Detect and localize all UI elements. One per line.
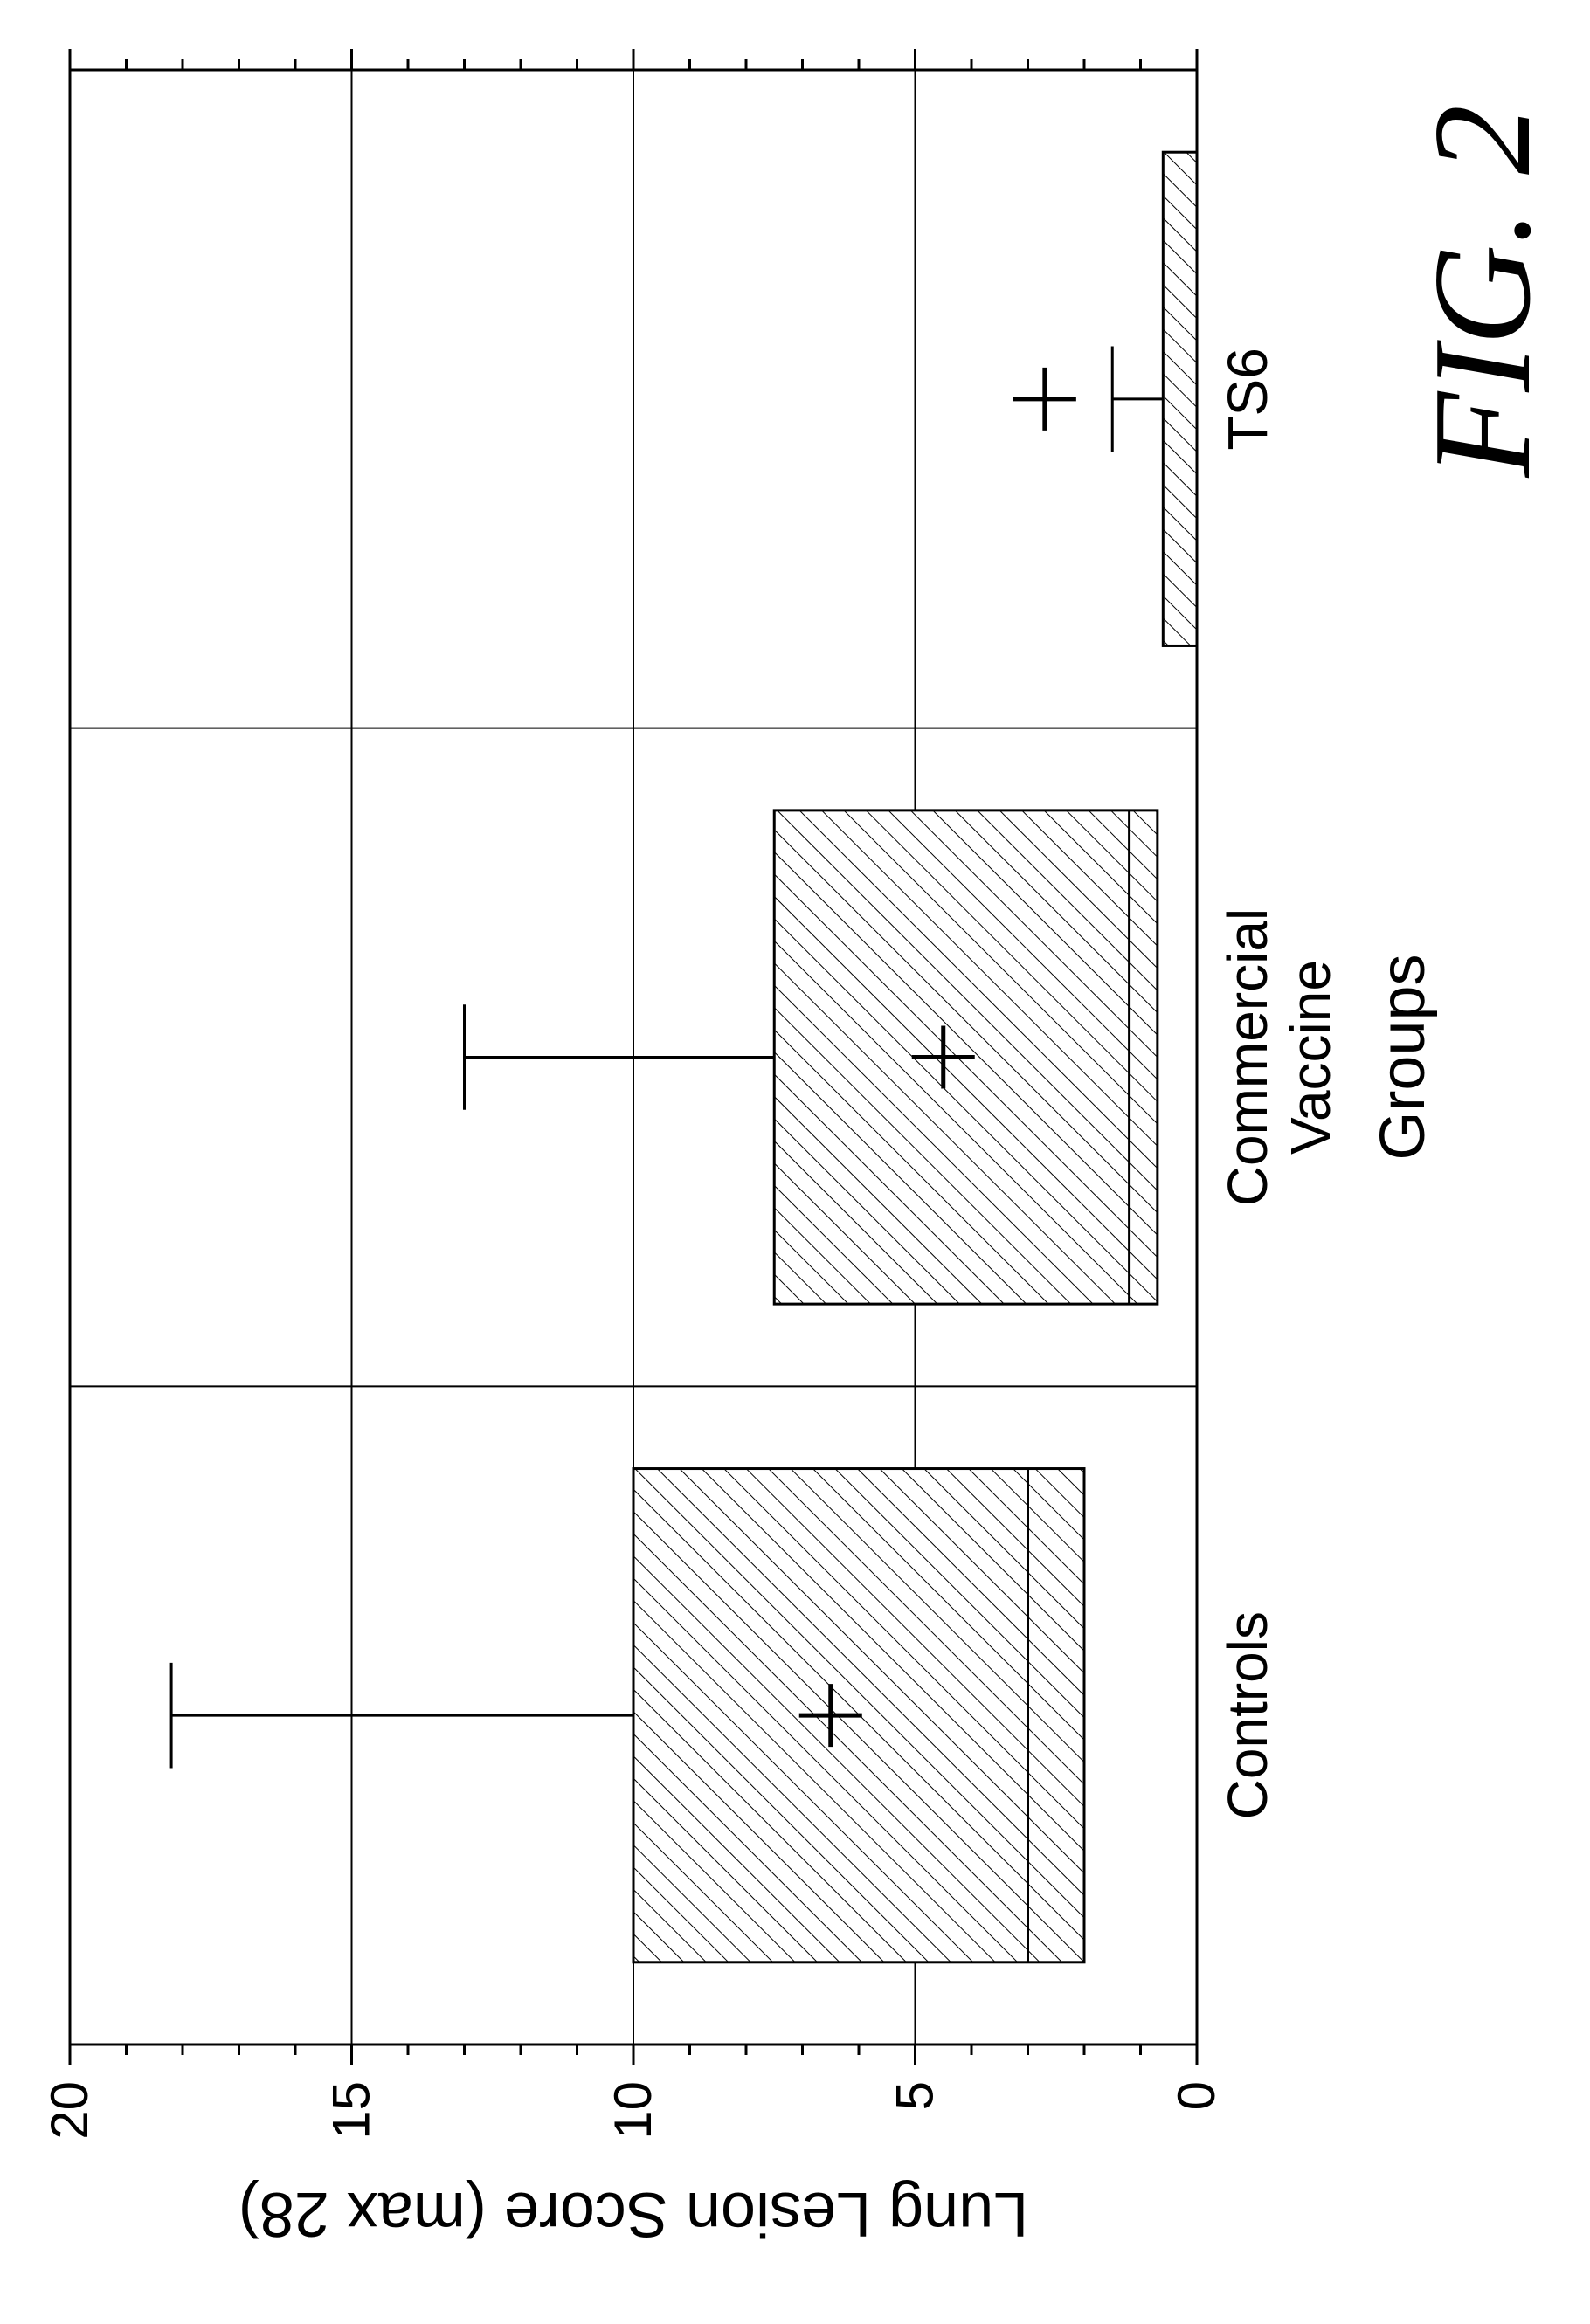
box bbox=[1163, 152, 1197, 645]
y-tick-label: 0 bbox=[1167, 2081, 1226, 2110]
x-tick-label: Controls bbox=[1216, 1611, 1279, 1819]
x-tick-label: Commercial bbox=[1216, 908, 1279, 1206]
y-tick-label: 5 bbox=[886, 2081, 944, 2110]
y-tick-label: 20 bbox=[40, 2081, 99, 2140]
x-tick-label: TS6 bbox=[1216, 348, 1279, 450]
y-tick-label: 15 bbox=[322, 2081, 381, 2140]
x-axis-label: Groups bbox=[1368, 954, 1438, 1160]
y-axis-label: Lung Lesion Score (max 28) bbox=[238, 2179, 1029, 2249]
x-tick-label: Vaccine bbox=[1279, 960, 1342, 1155]
y-tick-label: 10 bbox=[604, 2081, 662, 2140]
figure-caption: FIG. 2 bbox=[1404, 105, 1559, 479]
